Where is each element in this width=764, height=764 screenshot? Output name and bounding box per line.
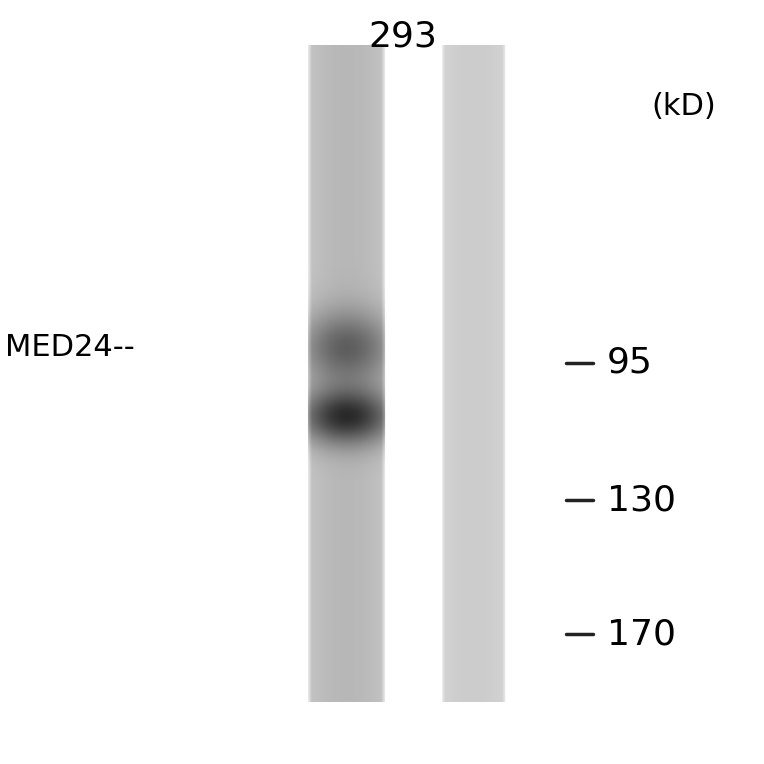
Text: (kD): (kD) — [651, 92, 716, 121]
Text: 293: 293 — [368, 19, 437, 53]
Text: MED24--: MED24-- — [5, 333, 134, 362]
Text: 170: 170 — [607, 617, 675, 651]
Text: 95: 95 — [607, 346, 652, 380]
Text: 130: 130 — [607, 484, 675, 517]
